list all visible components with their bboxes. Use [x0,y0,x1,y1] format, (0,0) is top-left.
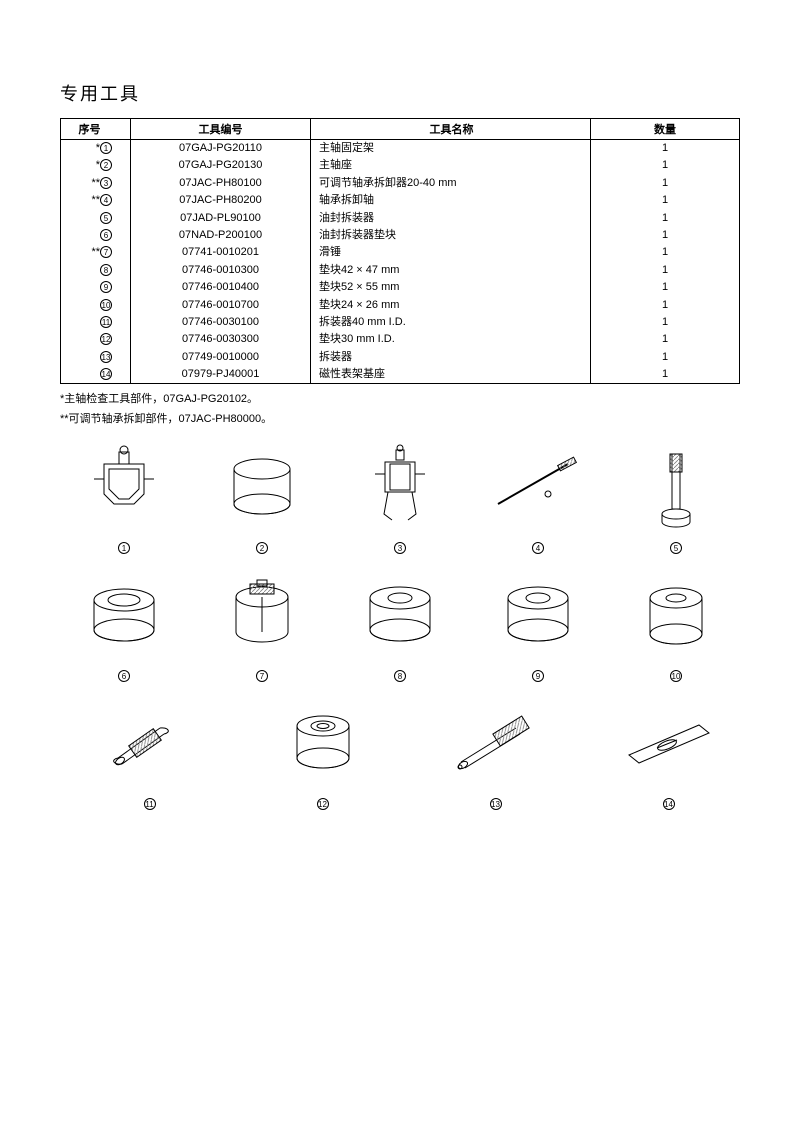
table-row: 507JAD-PL90100油封拆装器1 [61,210,740,227]
tool-illustration-14: 14 [597,700,740,810]
tools-table: 序号 工具编号 工具名称 数量 *107GAJ-PG20110主轴固定架1*20… [60,118,740,384]
tool-illustration-9: 9 [474,572,602,682]
tool-drawing-icon [626,444,726,534]
tool-illustration-7: 7 [198,572,326,682]
tool-illustration-3: 3 [336,444,464,554]
tool-drawing-icon [619,700,719,790]
tool-drawing-icon [488,444,588,534]
tool-drawing-icon [74,444,174,534]
tool-drawing-icon [626,572,726,662]
tool-drawing-icon [350,444,450,534]
illustration-label: 3 [394,542,406,554]
tool-illustration-4: 4 [474,444,602,554]
tool-illustration-13: 13 [424,700,567,810]
illustration-label: 7 [256,670,268,682]
th-qty: 数量 [591,119,740,140]
tool-illustration-12: 12 [251,700,394,810]
table-row: 807746-0010300垫块42 × 47 mm1 [61,262,740,279]
table-row: 1207746-0030300垫块30 mm I.D.1 [61,331,740,348]
tool-illustration-6: 6 [60,572,188,682]
th-code: 工具编号 [131,119,311,140]
illustration-label: 4 [532,542,544,554]
illustration-label: 12 [317,798,329,810]
illustration-label: 11 [144,798,156,810]
tool-drawing-icon [488,572,588,662]
table-row: 1407979-PJ40001磁性表架基座1 [61,366,740,384]
illustration-grid: 12345 678910 11121314 [60,444,740,810]
table-row: **707741-0010201滑锤1 [61,244,740,261]
table-row: 1007746-0010700垫块24 × 26 mm1 [61,297,740,314]
footnote-1: *主轴检查工具部件，07GAJ-PG20102。 [60,390,740,410]
tool-drawing-icon [212,572,312,662]
illustration-label: 14 [663,798,675,810]
tool-drawing-icon [350,572,450,662]
tool-drawing-icon [212,444,312,534]
tool-illustration-1: 1 [60,444,188,554]
page-title: 专用工具 [60,80,740,106]
illustration-label: 13 [490,798,502,810]
tool-drawing-icon [273,700,373,790]
tool-drawing-icon [74,572,174,662]
illustration-label: 5 [670,542,682,554]
table-row: **407JAC-PH80200轴承拆卸轴1 [61,192,740,209]
illustration-label: 8 [394,670,406,682]
tool-illustration-10: 10 [612,572,740,682]
th-name: 工具名称 [311,119,591,140]
footnote-2: **可调节轴承拆卸部件，07JAC-PH80000。 [60,410,740,430]
table-row: 1107746-0030100拆装器40 mm I.D.1 [61,314,740,331]
tool-illustration-11: 11 [78,700,221,810]
table-row: 607NAD-P200100油封拆装器垫块1 [61,227,740,244]
tool-illustration-2: 2 [198,444,326,554]
tool-drawing-icon [446,700,546,790]
table-row: *207GAJ-PG20130主轴座1 [61,157,740,174]
table-row: **307JAC-PH80100可调节轴承拆卸器20-40 mm1 [61,175,740,192]
th-seq: 序号 [61,119,131,140]
table-row: 907746-0010400垫块52 × 55 mm1 [61,279,740,296]
illustration-label: 2 [256,542,268,554]
illustration-label: 1 [118,542,130,554]
tool-illustration-8: 8 [336,572,464,682]
illustration-label: 10 [670,670,682,682]
illustration-label: 9 [532,670,544,682]
illustration-label: 6 [118,670,130,682]
footnotes: *主轴检查工具部件，07GAJ-PG20102。 **可调节轴承拆卸部件，07J… [60,390,740,430]
table-row: 1307749-0010000拆装器1 [61,349,740,366]
tool-drawing-icon [100,700,200,790]
tool-illustration-5: 5 [612,444,740,554]
table-row: *107GAJ-PG20110主轴固定架1 [61,140,740,158]
